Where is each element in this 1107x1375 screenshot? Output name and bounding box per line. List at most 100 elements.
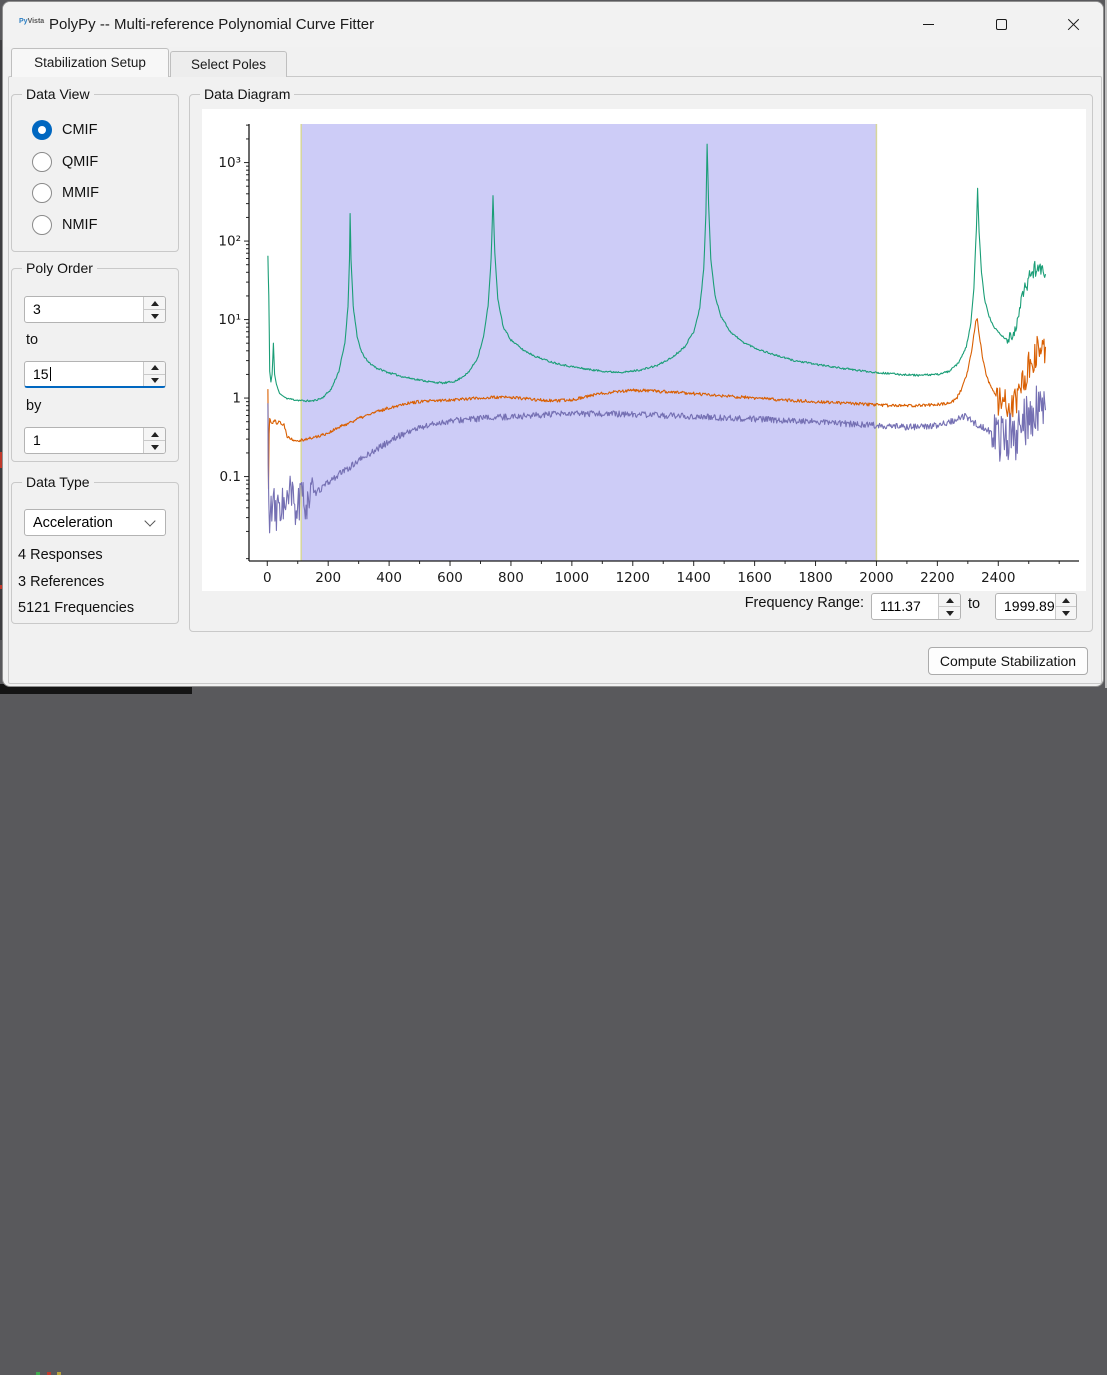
svg-text:1000: 1000	[555, 570, 589, 586]
frequency-max-value: 1999.89	[1004, 598, 1055, 614]
radio-option-qmif[interactable]: QMIF	[26, 149, 172, 175]
data-info-line: 4 Responses	[18, 547, 103, 563]
frequency-selection-span[interactable]	[301, 124, 877, 561]
frequency-to-label: to	[968, 596, 981, 612]
chevron-down-icon	[144, 515, 156, 527]
data-type-combobox[interactable]: Acceleration	[24, 509, 166, 536]
close-icon	[1066, 17, 1081, 32]
cmif-curve-3	[267, 385, 1047, 534]
background-artifact	[0, 40, 2, 640]
poly-order-groupbox: Poly Order 3 to 15 by 1	[11, 260, 179, 462]
svg-text:10³: 10³	[218, 155, 241, 171]
data-type-selected: Acceleration	[33, 514, 113, 531]
cmif-curve-2	[267, 318, 1047, 490]
minimize-icon	[922, 24, 934, 25]
background-artifact	[0, 452, 2, 468]
radio-checked-icon	[32, 120, 52, 140]
svg-text:10²: 10²	[218, 234, 241, 250]
app-icon-text-py: Py	[19, 18, 28, 25]
spin-up-button[interactable]	[144, 297, 165, 310]
svg-text:1800: 1800	[798, 570, 832, 586]
spin-down-button[interactable]	[144, 374, 165, 386]
window-title: PolyPy -- Multi-reference Polynomial Cur…	[49, 16, 375, 33]
frequency-min-spinbox[interactable]: 111.37	[871, 593, 961, 620]
data-type-groupbox: Data Type Acceleration 4 Responses 3 Refe…	[11, 474, 179, 624]
app-icon-text-vista: Vista	[27, 18, 45, 25]
spin-down-button[interactable]	[1055, 607, 1076, 619]
svg-text:10¹: 10¹	[218, 312, 241, 328]
arrow-down-icon	[150, 313, 159, 319]
poly-order-from-spinbox[interactable]: 3	[24, 296, 166, 323]
radio-unchecked-icon	[32, 215, 52, 236]
spin-down-button[interactable]	[939, 607, 960, 619]
poly-order-by-spinbox[interactable]: 1	[24, 427, 166, 454]
background-artifact	[1105, 0, 1107, 688]
svg-text:1600: 1600	[737, 570, 771, 586]
compute-stabilization-button[interactable]: Compute Stabilization	[928, 647, 1088, 675]
cmif-plot[interactable]: 0 200 400 600 800 1000 1200 1400 1600 1800 2000 220…	[202, 109, 1086, 591]
frequency-range-label: Frequency Range:	[744, 595, 864, 611]
axis-spines	[248, 124, 1079, 562]
data-view-title: Data View	[22, 86, 94, 102]
spin-down-button[interactable]	[144, 310, 165, 322]
cmif-curve-1	[267, 143, 1047, 403]
svg-text:2200: 2200	[920, 570, 954, 586]
svg-text:1200: 1200	[616, 570, 650, 586]
spin-up-button[interactable]	[144, 362, 165, 375]
arrow-up-icon	[945, 597, 954, 603]
poly-order-from-value: 3	[33, 301, 41, 317]
app-icon: PyVista	[19, 18, 44, 25]
poly-order-to-spinbox[interactable]: 15	[24, 361, 166, 388]
arrow-up-icon	[150, 365, 159, 371]
svg-text:400: 400	[376, 570, 402, 586]
tab-pane-border	[8, 76, 1102, 684]
poly-order-title: Poly Order	[22, 260, 97, 276]
spin-up-button[interactable]	[144, 428, 165, 441]
tab-select-poles[interactable]: Select Poles	[170, 51, 287, 77]
svg-text:800: 800	[498, 570, 524, 586]
spin-up-button[interactable]	[939, 594, 960, 607]
data-info-line: 5121 Frequencies	[18, 600, 135, 616]
radio-option-nmif[interactable]: NMIF	[26, 212, 172, 238]
maximize-icon	[995, 19, 1007, 30]
spin-down-button[interactable]	[144, 441, 165, 453]
radio-option-label: CMIF	[62, 122, 98, 138]
data-view-groupbox: Data View CMIF QMIF MMIF NMIF	[11, 86, 179, 252]
axis-tick-labels: 0 200 400 600 800 1000 1200 1400 1600 1800 2000 220…	[218, 155, 1015, 586]
close-button[interactable]	[1050, 3, 1096, 46]
svg-text:600: 600	[437, 570, 463, 586]
poly-order-by-label: by	[26, 398, 42, 414]
svg-text:2000: 2000	[859, 570, 893, 586]
arrow-down-icon	[1062, 610, 1071, 616]
svg-text:2400: 2400	[981, 570, 1015, 586]
arrow-up-icon	[150, 431, 159, 437]
tab-stabilization-setup[interactable]: Stabilization Setup	[11, 48, 169, 77]
radio-option-label: MMIF	[62, 185, 100, 202]
radio-unchecked-icon	[32, 151, 52, 172]
data-type-title: Data Type	[22, 474, 94, 490]
maximize-button[interactable]	[978, 3, 1024, 46]
radio-unchecked-icon	[32, 183, 52, 204]
frequency-max-spinbox[interactable]: 1999.89	[995, 593, 1077, 620]
arrow-down-icon	[150, 377, 159, 383]
arrow-up-icon	[1062, 597, 1071, 603]
data-info-line: 3 References	[18, 573, 105, 590]
spin-up-button[interactable]	[1055, 594, 1076, 607]
svg-text:0.1: 0.1	[220, 469, 241, 485]
minimize-button[interactable]	[905, 3, 951, 46]
arrow-up-icon	[150, 300, 159, 306]
titlebar: PyVista PolyPy -- Multi-reference Polyno…	[3, 2, 1103, 47]
arrow-down-icon	[150, 444, 159, 450]
radio-option-label: NMIF	[62, 217, 98, 234]
poly-order-to-label: to	[26, 332, 39, 348]
text-caret	[49, 367, 51, 381]
radio-option-cmif[interactable]: CMIF	[26, 117, 172, 143]
frequency-min-value: 111.37	[880, 598, 921, 614]
poly-order-by-value: 1	[33, 432, 41, 448]
svg-text:0: 0	[263, 570, 272, 586]
svg-text:1400: 1400	[677, 570, 711, 586]
plot-canvas[interactable]: 0 200 400 600 800 1000 1200 1400 1600 1800 2000 220…	[202, 109, 1086, 591]
radio-option-label: QMIF	[62, 153, 99, 170]
svg-text:200: 200	[315, 570, 341, 586]
radio-option-mmif[interactable]: MMIF	[26, 180, 172, 206]
